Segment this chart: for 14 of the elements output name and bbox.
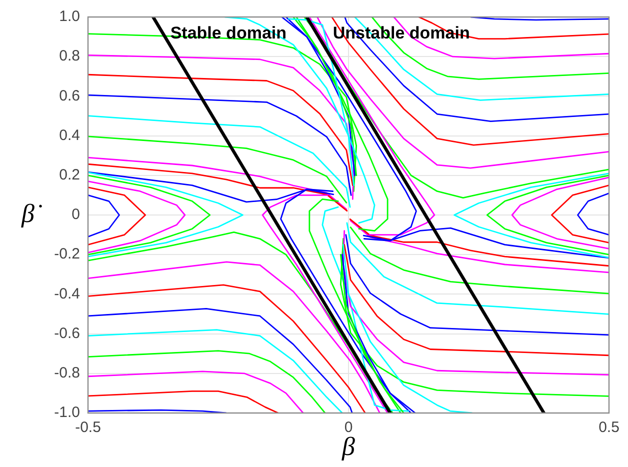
y-tick-label: 0.8 (59, 48, 80, 65)
y-tick-label: 1.0 (59, 8, 80, 26)
x-tick-label: 0.5 (598, 419, 620, 436)
y-tick-label: 0.6 (59, 87, 80, 104)
y-tick-label: -0.8 (54, 364, 80, 382)
y-tick-label: -0.4 (54, 285, 80, 302)
y-tick-label: -0.2 (54, 246, 80, 263)
y-axis-title: β̇ (20, 198, 42, 228)
y-tick-label: 0.2 (59, 166, 80, 184)
y-tick-label: 0 (72, 206, 80, 224)
y-tick-label: 0.4 (59, 126, 80, 144)
x-tick-label: -0.5 (75, 419, 101, 436)
y-tick-label: -1.0 (54, 404, 80, 422)
y-tick-label: -0.6 (54, 324, 80, 342)
